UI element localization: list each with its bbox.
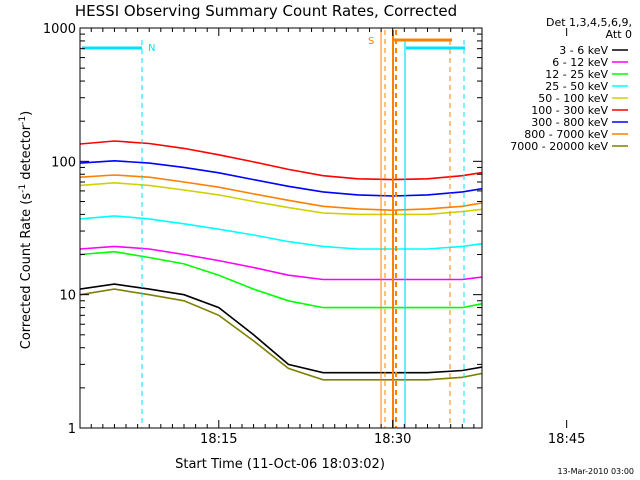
x-tick-label: 18:30 — [374, 432, 411, 447]
chart-title: HESSI Observing Summary Count Rates, Cor… — [75, 2, 457, 20]
y-tick-label: 1000 — [43, 22, 76, 37]
y-axis-label-part: Corrected Count Rate (s — [19, 193, 34, 350]
series-line — [80, 174, 482, 212]
legend-label: 300 - 800 keV — [531, 116, 608, 129]
plot-frame — [79, 27, 483, 429]
legend-label: 800 - 7000 keV — [524, 128, 608, 141]
series-line — [80, 159, 482, 197]
series-line — [80, 245, 482, 281]
x-tick-label: 18:45 — [548, 432, 585, 447]
series-line — [80, 288, 482, 381]
saa-flag-label: S — [368, 36, 374, 47]
y-axis-label-part: ) — [19, 111, 34, 116]
legend-label: 7000 - 20000 keV — [510, 140, 608, 153]
legend-label: 100 - 300 keV — [531, 104, 608, 117]
y-tick-label: 100 — [51, 155, 76, 170]
series-line — [80, 140, 482, 181]
y-axis-label-part: detector — [19, 124, 34, 184]
timestamp: 13-Mar-2010 03:00 — [558, 467, 635, 476]
legend-header-detectors: Det 1,3,4,5,6,9, — [546, 16, 632, 29]
legend-header-attenuator: Att 0 — [606, 28, 632, 41]
series-line — [80, 250, 482, 309]
series-line — [80, 181, 482, 216]
x-axis-label: Start Time (11-Oct-06 18:03:02) — [175, 457, 385, 472]
legend-label: 3 - 6 keV — [559, 44, 608, 57]
legend-label: 50 - 100 keV — [538, 92, 608, 105]
plot-area — [80, 140, 482, 381]
y-tick-label: 1 — [68, 422, 76, 437]
y-tick-label: 10 — [59, 289, 76, 304]
legend-label: 25 - 50 keV — [545, 80, 608, 93]
x-tick-label: 18:15 — [200, 432, 237, 447]
y-axis-label: Corrected Count Rate (s-1 detector-1) — [18, 111, 34, 349]
night-flag-label: N — [148, 43, 155, 54]
legend-label: 12 - 25 keV — [545, 68, 608, 81]
series-line — [80, 215, 482, 250]
y-axis-label-superscript: -1 — [18, 116, 28, 125]
y-axis-label-superscript: -1 — [18, 184, 28, 193]
observing-flag-markers: NS — [82, 30, 465, 428]
legend-label: 6 - 12 keV — [552, 56, 608, 69]
series-line — [80, 283, 482, 374]
